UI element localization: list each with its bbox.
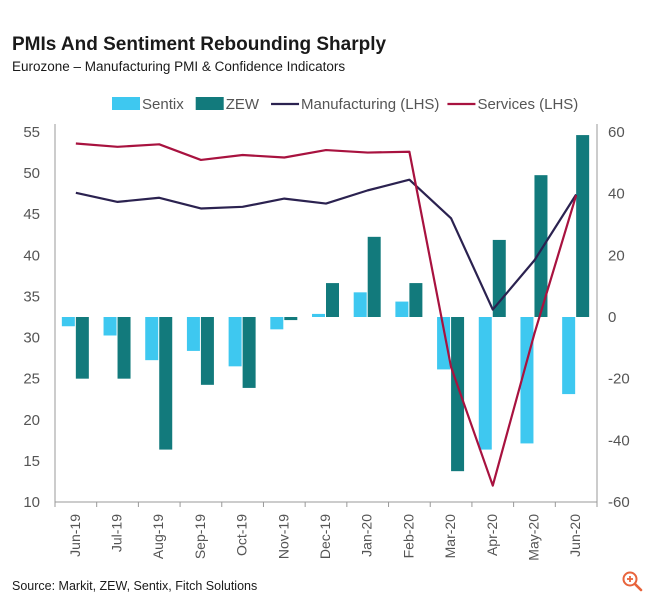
x-tick-label: Jul-19 bbox=[109, 514, 125, 552]
sentix-bar bbox=[562, 317, 576, 395]
x-tick-label: Aug-19 bbox=[150, 514, 166, 559]
legend-sentix-swatch bbox=[112, 97, 140, 110]
x-tick-label: Nov-19 bbox=[275, 514, 291, 559]
y-left-tick-label: 45 bbox=[23, 206, 40, 223]
legend-zew-swatch bbox=[195, 97, 224, 110]
zew-bar bbox=[75, 317, 89, 379]
zew-bar bbox=[492, 239, 506, 317]
y-right-tick-label: -40 bbox=[608, 432, 630, 449]
zew-bar bbox=[200, 317, 214, 385]
legend: Sentix ZEW Manufacturing (LHS) Services (LH… bbox=[112, 96, 578, 113]
zew-bar bbox=[284, 317, 298, 321]
x-tick-label: Jun-19 bbox=[67, 514, 83, 557]
y-left-tick-label: 50 bbox=[23, 165, 40, 182]
zoom-in-icon[interactable] bbox=[620, 569, 644, 593]
legend-sentix-label: Sentix bbox=[142, 96, 184, 113]
y-left-tick-label: 30 bbox=[23, 330, 40, 347]
x-tick-label: Mar-20 bbox=[442, 514, 458, 559]
y-right-tick-label: -20 bbox=[608, 371, 630, 388]
zew-bar bbox=[534, 175, 548, 317]
zew-bar bbox=[117, 317, 131, 379]
sentix-bar bbox=[103, 317, 117, 336]
lines-layer bbox=[75, 142, 578, 487]
y-left-tick-label: 35 bbox=[23, 288, 40, 305]
sentix-bar bbox=[312, 313, 325, 317]
legend-services-label: Services (LHS) bbox=[477, 96, 578, 113]
sentix-bar bbox=[395, 301, 409, 317]
y-left-tick-label: 40 bbox=[23, 247, 40, 264]
zew-bar bbox=[409, 283, 423, 317]
y-right-tick-label: -60 bbox=[608, 494, 630, 511]
source-note: Source: Markit, ZEW, Sentix, Fitch Solut… bbox=[12, 579, 258, 593]
axes: 10 15 20 25 30 35 40 45 50 55 -60 -40 -20 0 20 40 60 bbox=[23, 124, 630, 511]
y-right-tick-label: 0 bbox=[608, 309, 616, 326]
y-left-tick-label: 15 bbox=[23, 453, 40, 470]
x-tick-label: Oct-19 bbox=[234, 514, 250, 556]
legend-manufacturing-label: Manufacturing (LHS) bbox=[301, 96, 439, 113]
sentix-bar bbox=[353, 292, 367, 317]
y-left-tick-label: 10 bbox=[23, 494, 40, 511]
y-left-tick-label: 25 bbox=[23, 371, 40, 388]
x-tick-label: Jun-20 bbox=[567, 514, 583, 557]
x-tick-label: May-20 bbox=[525, 514, 541, 561]
bars-layer bbox=[61, 135, 590, 472]
zew-bar bbox=[159, 317, 173, 450]
sentix-bar bbox=[61, 317, 75, 327]
sentix-bar bbox=[478, 317, 492, 450]
x-axis-labels: Jun-19 Jul-19 Aug-19 Sep-19 Oct-19 Nov-19 Dec-… bbox=[67, 514, 583, 561]
x-tick-label: Jan-20 bbox=[359, 514, 375, 557]
sentix-bar bbox=[186, 317, 200, 351]
y-right-tick-label: 20 bbox=[608, 247, 625, 264]
services-line bbox=[75, 142, 578, 487]
sentix-bar bbox=[145, 317, 159, 361]
x-tick-label: Apr-20 bbox=[484, 514, 500, 556]
zew-bar bbox=[326, 283, 339, 317]
chart-subtitle: Eurozone – Manufacturing PMI & Confidenc… bbox=[12, 59, 346, 74]
x-tick-label: Sep-19 bbox=[192, 514, 208, 559]
manufacturing-line bbox=[75, 178, 578, 311]
legend-zew-label: ZEW bbox=[226, 96, 260, 113]
sentix-bar bbox=[270, 317, 284, 330]
zew-bar bbox=[451, 317, 465, 472]
sentix-bar bbox=[228, 317, 242, 367]
chart-title: PMIs And Sentiment Rebounding Sharply bbox=[12, 34, 387, 55]
x-tick-label: Feb-20 bbox=[400, 514, 416, 559]
zew-bar bbox=[367, 236, 381, 317]
zew-bar bbox=[576, 135, 590, 317]
y-left-tick-label: 55 bbox=[23, 124, 40, 141]
y-right-tick-label: 40 bbox=[608, 186, 625, 203]
sentix-bar bbox=[437, 317, 451, 370]
y-left-tick-label: 20 bbox=[23, 412, 40, 429]
x-tick-label: Dec-19 bbox=[317, 514, 333, 559]
zew-bar bbox=[242, 317, 256, 388]
y-right-tick-label: 60 bbox=[608, 124, 625, 141]
